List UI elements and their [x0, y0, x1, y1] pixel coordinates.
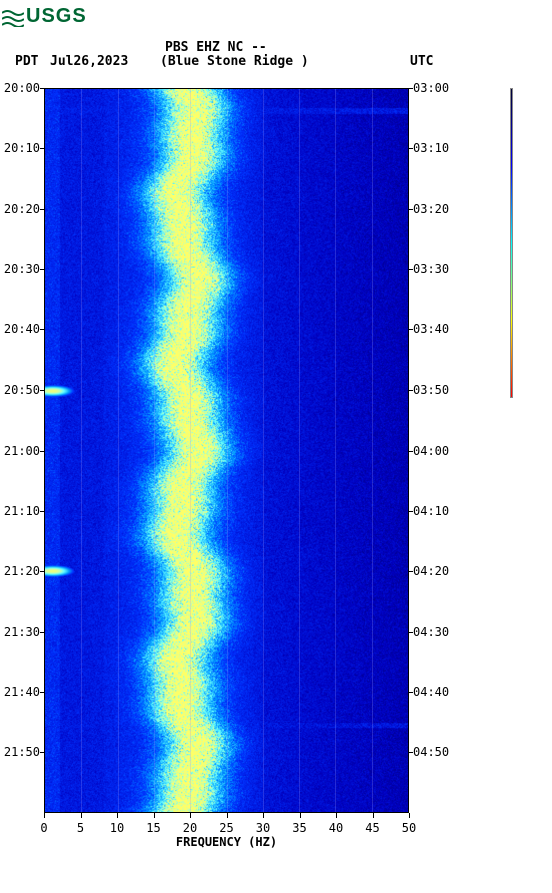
x-axis: FREQUENCY (HZ) 05101520253035404550: [44, 813, 409, 853]
y-tick-left: 21:40: [4, 685, 40, 699]
y-tick-right: 04:30: [413, 625, 449, 639]
y-tick-left: 21:50: [4, 745, 40, 759]
x-axis-label: FREQUENCY (HZ): [44, 835, 409, 849]
x-tick: 40: [329, 821, 343, 835]
y-tick-left: 20:10: [4, 141, 40, 155]
x-tick: 35: [292, 821, 306, 835]
y-tick-right: 04:20: [413, 564, 449, 578]
y-tick-left: 20:00: [4, 81, 40, 95]
y-tick-right: 03:40: [413, 322, 449, 336]
x-tick: 25: [219, 821, 233, 835]
y-tick-right: 03:10: [413, 141, 449, 155]
y-axis-left: 20:0020:1020:2020:3020:4020:5021:0021:10…: [0, 88, 44, 813]
x-tick: 20: [183, 821, 197, 835]
y-tick-right: 03:00: [413, 81, 449, 95]
y-tick-left: 21:10: [4, 504, 40, 518]
station-code: PBS EHZ NC --: [165, 40, 267, 55]
y-tick-right: 03:50: [413, 383, 449, 397]
y-tick-right: 04:40: [413, 685, 449, 699]
y-axis-right: 03:0003:1003:2003:3003:4003:5004:0004:10…: [409, 88, 459, 813]
x-tick: 15: [146, 821, 160, 835]
y-tick-right: 04:10: [413, 504, 449, 518]
y-tick-right: 03:20: [413, 202, 449, 216]
utc-label: UTC: [410, 54, 433, 69]
y-tick-right: 03:30: [413, 262, 449, 276]
x-tick: 0: [40, 821, 47, 835]
x-tick: 30: [256, 821, 270, 835]
y-tick-left: 20:30: [4, 262, 40, 276]
x-tick: 10: [110, 821, 124, 835]
usgs-text: USGS: [26, 5, 87, 28]
y-tick-left: 20:50: [4, 383, 40, 397]
usgs-wave-icon: [2, 7, 24, 27]
x-tick: 45: [365, 821, 379, 835]
y-tick-left: 20:40: [4, 322, 40, 336]
x-tick: 50: [402, 821, 416, 835]
usgs-logo: USGS: [2, 5, 87, 28]
y-tick-left: 21:00: [4, 444, 40, 458]
x-tick: 5: [77, 821, 84, 835]
y-tick-left: 20:20: [4, 202, 40, 216]
date-label: Jul26,2023: [50, 54, 128, 69]
spectrogram-plot: [44, 88, 409, 813]
y-tick-left: 21:30: [4, 625, 40, 639]
y-tick-right: 04:50: [413, 745, 449, 759]
y-tick-left: 21:20: [4, 564, 40, 578]
station-name: (Blue Stone Ridge ): [160, 54, 309, 69]
pdt-label: PDT: [15, 54, 38, 69]
colorbar: [510, 88, 513, 398]
y-tick-right: 04:00: [413, 444, 449, 458]
